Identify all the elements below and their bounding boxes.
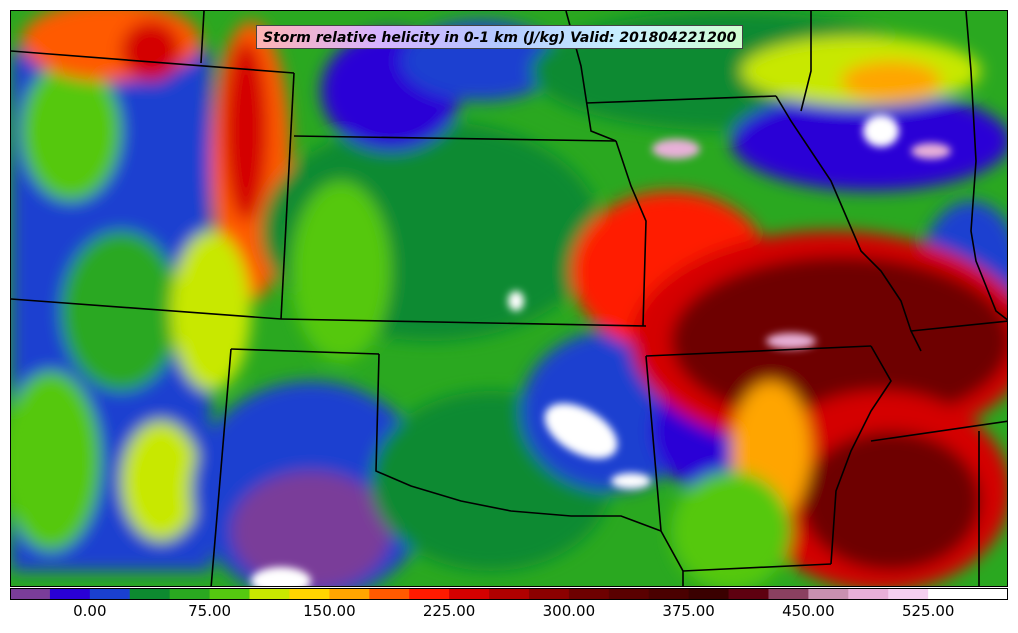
map-canvas [11, 11, 1007, 586]
colorbar-segment [89, 588, 131, 600]
colorbar-segment [888, 588, 929, 600]
colorbar-segment [10, 588, 51, 600]
colorbar-segment [449, 588, 490, 600]
colorbar-segment [129, 588, 171, 600]
colorbar-segment [329, 588, 370, 600]
colorbar-segment [369, 588, 410, 600]
colorbar-tick-label: 0.00 [73, 602, 107, 620]
colorbar-segment [688, 588, 730, 600]
colorbar-segment [249, 588, 290, 600]
colorbar-segment [489, 588, 530, 600]
map-title: Storm relative helicity in 0-1 km (J/kg)… [256, 25, 744, 49]
colorbar-segment [49, 588, 91, 600]
helicity-map: Storm relative helicity in 0-1 km (J/kg)… [10, 10, 1008, 587]
colorbar-tick-label: 75.00 [188, 602, 232, 620]
colorbar-segment [968, 588, 1008, 600]
colorbar-segment [848, 588, 889, 600]
colorbar-tick-label: 375.00 [662, 602, 715, 620]
state-boundaries [11, 11, 1007, 586]
colorbar-tick-label: 525.00 [901, 602, 955, 620]
colorbar-segment [289, 588, 330, 600]
colorbar-tick-label: 300.00 [542, 602, 596, 620]
colorbar-segment [169, 588, 211, 600]
colorbar-labels: 0.00 75.00 150.00 225.00 300.00 375.00 450.00 5… [10, 602, 1008, 626]
colorbar-segment [209, 588, 251, 600]
colorbar-tick-label: 450.00 [782, 602, 835, 620]
colorbar-segment [409, 588, 450, 600]
colorbar-segment [568, 588, 610, 600]
colorbar-segment [648, 588, 690, 600]
colorbar-border [10, 588, 1008, 600]
colorbar-segment [528, 588, 570, 600]
colorbar-segment [608, 588, 650, 600]
colorbar-tick-label: 225.00 [422, 602, 476, 620]
colorbar-segment [728, 588, 769, 600]
colorbar-tick-label: 150.00 [303, 602, 356, 620]
helicity-maxima [251, 115, 951, 586]
colorbar-segment [808, 588, 849, 600]
colorbar [10, 588, 1008, 600]
colorbar-segment [928, 588, 969, 600]
colorbar-segment [768, 588, 809, 600]
